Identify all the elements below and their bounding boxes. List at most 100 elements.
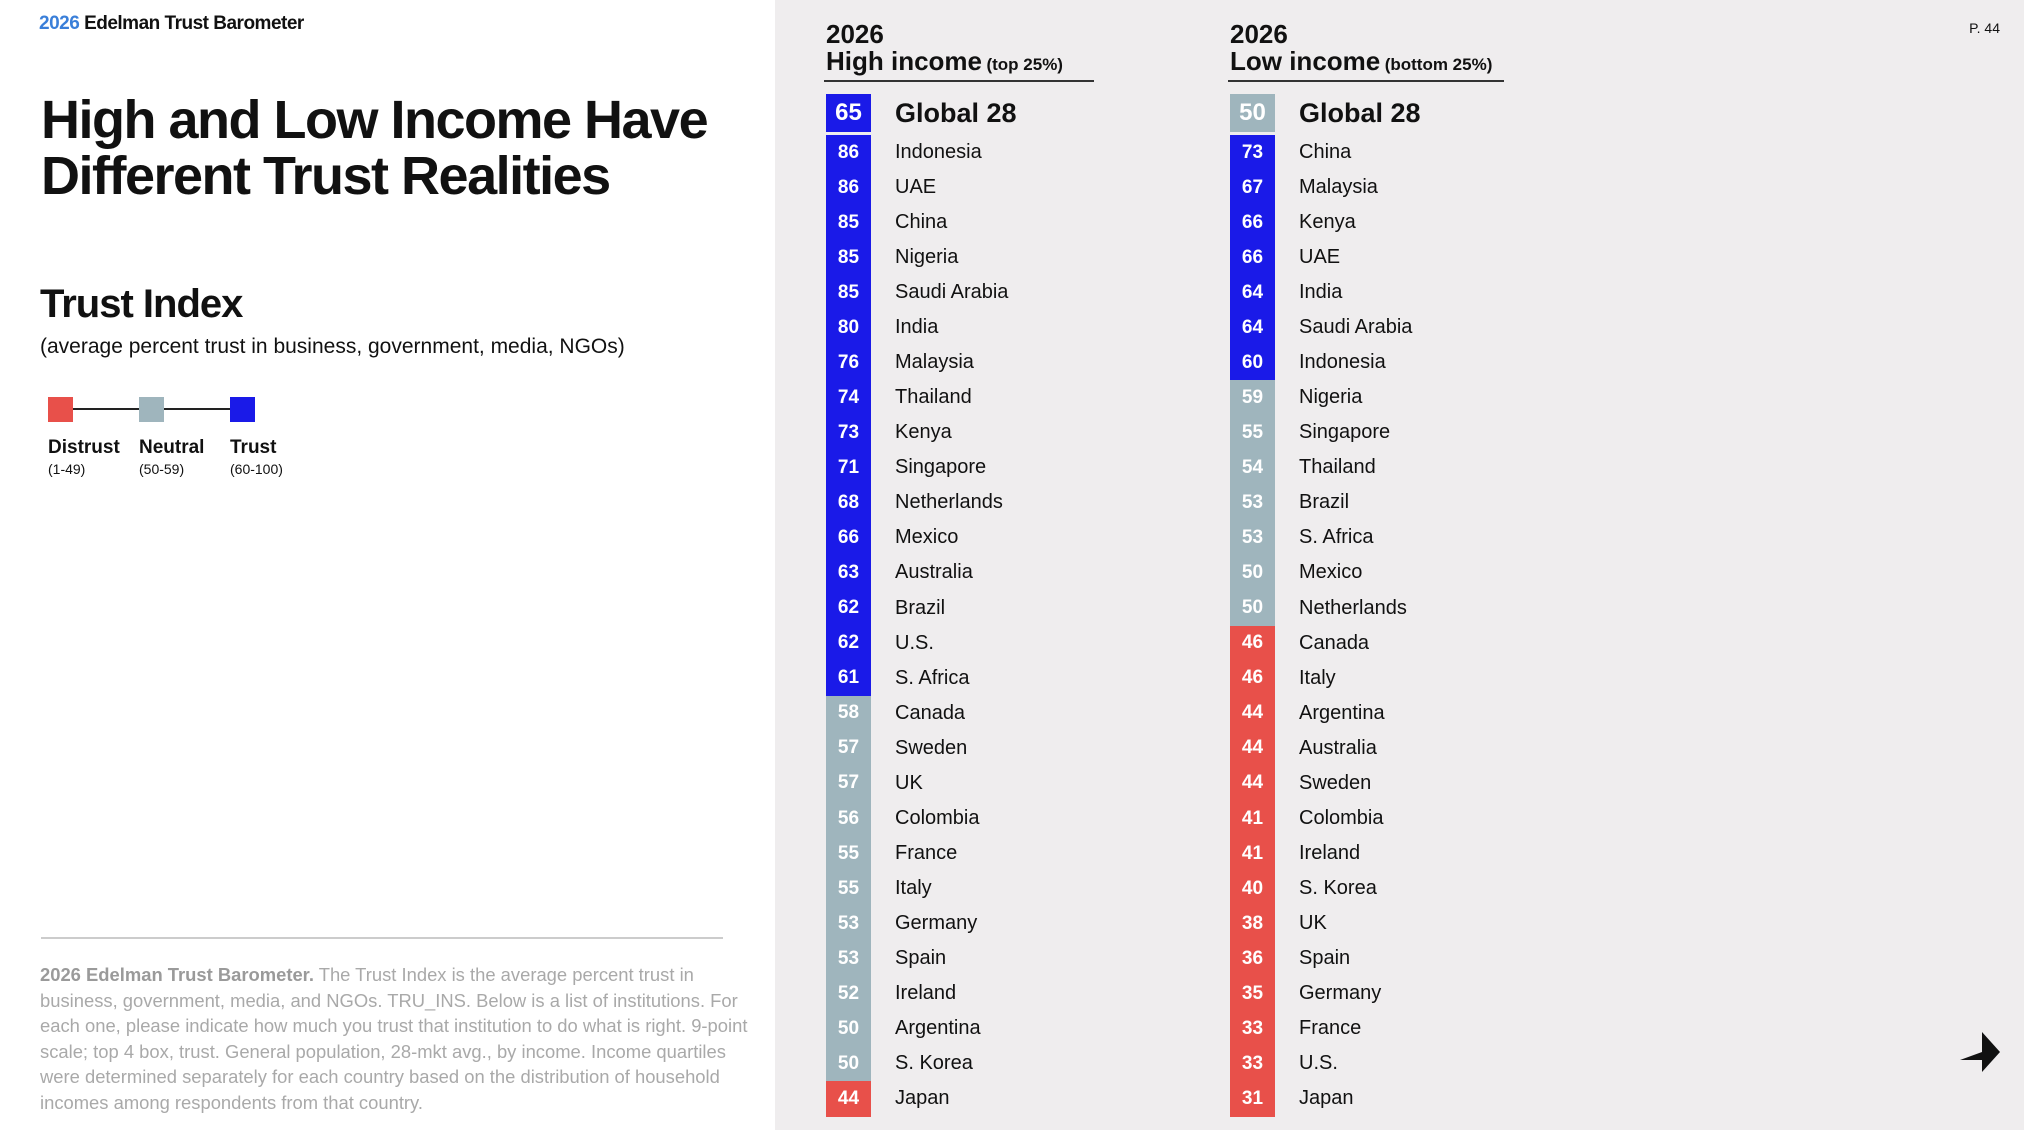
slide-title: High and Low Income Have Different Trust… (41, 90, 709, 206)
row-value: 56 (826, 800, 871, 837)
row-value: 54 (1230, 450, 1275, 486)
next-arrow[interactable] (1958, 1030, 2002, 1074)
row-country: Nigeria (895, 246, 959, 269)
section-subtitle: (average percent trust in business, gove… (40, 335, 625, 358)
row-value: 80 (826, 310, 871, 346)
row-value: 53 (826, 940, 871, 977)
row-country: Sweden (1299, 771, 1372, 794)
row-value: 53 (1230, 485, 1275, 521)
row-country: UK (895, 771, 923, 794)
row-value: 73 (826, 415, 871, 451)
row-value: 57 (826, 765, 871, 802)
row-country: U.S. (895, 631, 934, 654)
row-value: 50 (826, 1011, 871, 1047)
row-country: Saudi Arabia (1299, 316, 1413, 339)
row-value: 55 (826, 870, 871, 907)
row-country: Nigeria (1299, 386, 1363, 409)
row-country: Indonesia (895, 141, 982, 164)
row-country: Japan (895, 1087, 950, 1110)
row-country: Brazil (1299, 491, 1350, 514)
row-country: Germany (895, 911, 978, 934)
row-value: 44 (1230, 695, 1275, 732)
divider (41, 937, 723, 939)
row-value: 64 (1230, 275, 1275, 311)
row-country: Canada (895, 701, 966, 724)
row-country: Italy (1299, 666, 1336, 689)
row-country: Argentina (1299, 701, 1385, 724)
row-value: 85 (826, 205, 871, 241)
legend-range: (60-100) (230, 461, 283, 477)
row-value: 68 (826, 485, 871, 521)
row-country: Thailand (895, 386, 972, 409)
row-value: 36 (1230, 940, 1275, 977)
row-value: 57 (826, 730, 871, 767)
row-country: S. Korea (895, 1052, 973, 1075)
legend-range: (50-59) (139, 461, 185, 477)
row-country: India (895, 316, 939, 339)
row-value: 66 (1230, 240, 1275, 276)
row-value: 53 (826, 905, 871, 942)
row-country: France (1299, 1017, 1362, 1040)
row-value: 64 (1230, 310, 1275, 346)
row-value: 53 (1230, 520, 1275, 556)
column-qualifier: (top 25%) (986, 55, 1063, 74)
row-country: U.S. (1299, 1052, 1338, 1075)
row-country: Indonesia (1299, 351, 1386, 374)
page-number: P. 44 (1969, 20, 2000, 36)
row-country: Netherlands (895, 491, 1003, 514)
row-value: 62 (826, 590, 871, 627)
legend-swatch (48, 397, 73, 422)
row-country: Singapore (1299, 421, 1391, 444)
row-country: Australia (1299, 736, 1377, 759)
legend-label: Trust (230, 437, 277, 458)
row-country: Malaysia (895, 351, 974, 374)
footnote: 2026 Edelman Trust Barometer. The Trust … (40, 962, 760, 1115)
row-value: 44 (1230, 765, 1275, 802)
row-value: 63 (826, 555, 871, 591)
row-value: 61 (826, 660, 871, 697)
row-value: 86 (826, 135, 871, 171)
row-country: Kenya (1299, 211, 1356, 234)
row-country: S. Africa (1299, 526, 1374, 549)
row-value: 41 (1230, 800, 1275, 837)
row-country: UAE (1299, 246, 1341, 269)
row-country: S. Africa (895, 666, 970, 689)
row-country: Spain (1299, 946, 1351, 969)
footnote-lead: 2026 Edelman Trust Barometer. (40, 964, 314, 985)
row-value: 41 (1230, 835, 1275, 872)
row-country: Brazil (895, 596, 946, 619)
row-value: 38 (1230, 905, 1275, 942)
row-country: Malaysia (1299, 176, 1378, 199)
row-value: 50 (1230, 590, 1275, 627)
row-value: 74 (826, 380, 871, 416)
row-country: Singapore (895, 456, 987, 479)
header-rule (1228, 80, 1504, 82)
row-value: 60 (1230, 345, 1275, 381)
brand: 2026 Edelman Trust Barometer (39, 13, 304, 35)
row-value: 76 (826, 345, 871, 381)
row-value: 44 (826, 1081, 871, 1117)
column-year: 2026 (826, 19, 884, 49)
row-value: 52 (826, 975, 871, 1012)
row-country: Netherlands (1299, 596, 1407, 619)
row-value: 85 (826, 275, 871, 311)
legend-swatch (139, 397, 164, 422)
row-country: Canada (1299, 631, 1370, 654)
row-value: 73 (1230, 135, 1275, 171)
row-country: UK (1299, 911, 1327, 934)
row-value: 55 (826, 835, 871, 872)
column-header: High income (top 25%) (826, 46, 1063, 77)
legend-label: Distrust (48, 437, 120, 458)
row-country: Ireland (1299, 841, 1361, 864)
header-rule (824, 80, 1094, 82)
row-country: S. Korea (1299, 876, 1377, 899)
row-country: China (1299, 141, 1352, 164)
brand-name: Edelman Trust Barometer (84, 13, 304, 34)
section-title: Trust Index (40, 282, 243, 326)
row-value: 55 (1230, 415, 1275, 451)
brand-year: 2026 (39, 13, 80, 34)
row-value: 50 (1230, 555, 1275, 591)
row-value: 66 (1230, 205, 1275, 241)
column-qualifier: (bottom 25%) (1384, 55, 1493, 74)
